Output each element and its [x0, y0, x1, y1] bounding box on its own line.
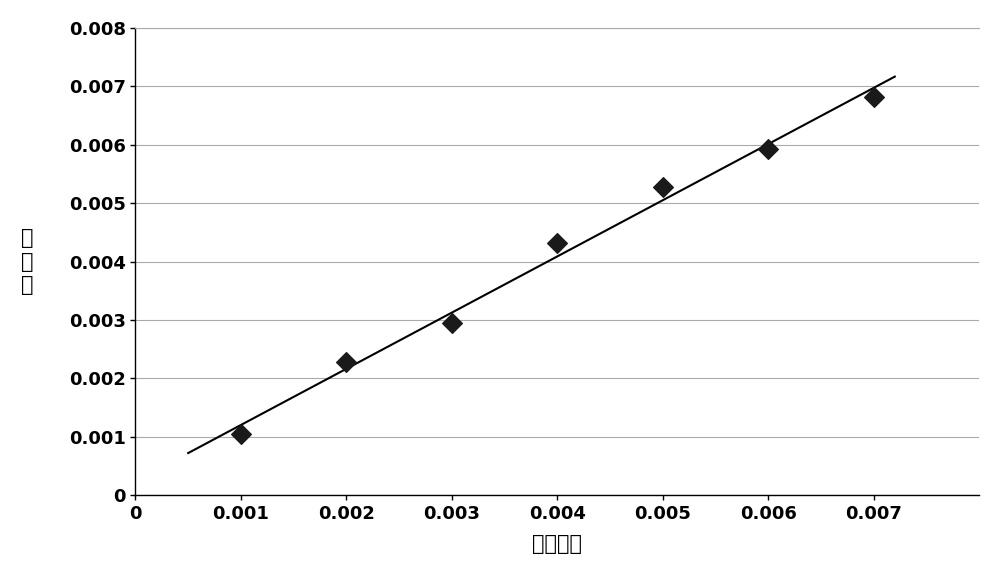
Point: [444, 319, 460, 328]
Y-axis label: 量
测
値: 量 测 値: [21, 228, 33, 295]
Point: [655, 182, 671, 191]
X-axis label: 初始値，: 初始値，: [532, 534, 582, 554]
Point: [549, 238, 565, 247]
Point: [760, 145, 776, 154]
Point: [338, 358, 354, 367]
Point: [233, 430, 249, 439]
Point: [866, 92, 882, 101]
